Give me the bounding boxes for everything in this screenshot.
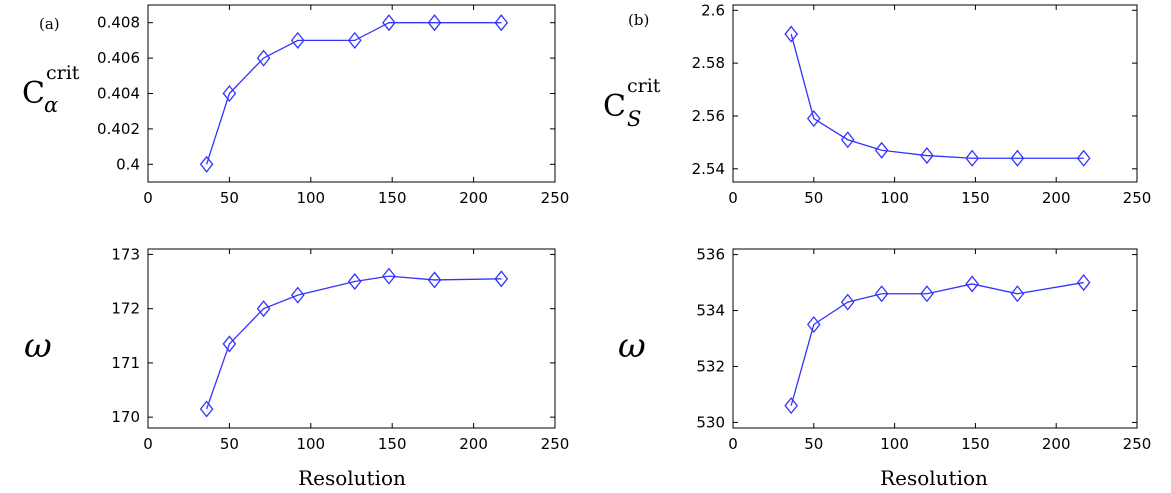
x-tick-label: 150 — [378, 435, 407, 453]
plot-frame — [147, 248, 556, 429]
x-tick-label: 100 — [296, 189, 325, 207]
panel-a-xlabel: Resolution — [298, 466, 406, 490]
y-tick-label: 536 — [696, 246, 725, 264]
y-tick-label: 2.56 — [692, 107, 725, 125]
x-tick-label: 100 — [296, 435, 325, 453]
y-tick-label: 0.408 — [97, 14, 140, 32]
data-point-marker — [199, 155, 214, 173]
x-tick-label: 150 — [961, 189, 990, 207]
ylabel-superscript: crit — [46, 62, 80, 84]
x-tick-label: 0 — [728, 189, 738, 207]
data-point-marker — [965, 275, 980, 293]
y-tick-label: 2.6 — [701, 1, 725, 19]
data-point-marker — [784, 397, 799, 415]
ylabel-base: C — [603, 89, 626, 124]
panel-a-top-chart: 0 50 100 150 200 250 0.4 0.402 0.404 0.406 0.408 — [97, 4, 570, 207]
ylabel-base: C — [22, 76, 45, 111]
x-tick-label: 250 — [1123, 435, 1152, 453]
panel-b-bottom-chart: 0 50 100 150 200 250 530 532 534 536 — [696, 246, 1151, 453]
data-point-marker — [494, 270, 509, 288]
data-point-marker — [840, 131, 855, 149]
data-point-marker — [784, 25, 799, 43]
data-point-marker — [290, 31, 305, 49]
data-point-marker — [222, 335, 237, 353]
series-line — [205, 275, 502, 410]
x-tick-label: 200 — [1042, 435, 1071, 453]
y-tick-label: 2.58 — [692, 54, 725, 72]
y-tick-label: 0.404 — [97, 85, 140, 103]
data-point-marker — [199, 400, 214, 418]
x-tick-label: 200 — [459, 189, 488, 207]
series-line — [790, 281, 1084, 406]
data-point-marker — [806, 315, 821, 334]
data-point-marker — [347, 273, 362, 291]
panel-b-bottom-ylabel: ω — [618, 326, 646, 366]
panel-a-bottom-chart: 0 50 100 150 200 250 170 171 172 173 — [111, 245, 569, 453]
data-point-marker — [427, 14, 442, 32]
x-tick-label: 50 — [220, 435, 239, 453]
series-line — [205, 22, 502, 165]
x-tick-label: 150 — [378, 189, 407, 207]
data-point-marker — [222, 84, 237, 103]
panel-a-bottom-ylabel: ω — [24, 326, 52, 366]
x-tick-label: 100 — [880, 189, 909, 207]
x-tick-label: 0 — [728, 435, 738, 453]
data-point-marker — [874, 141, 889, 159]
plot-frame — [732, 248, 1138, 429]
x-tick-label: 200 — [459, 435, 488, 453]
y-tick-label: 2.54 — [692, 160, 725, 178]
ylabel-subscript: α — [44, 93, 58, 117]
data-point-marker — [494, 14, 509, 32]
x-tick-label: 250 — [1123, 189, 1152, 207]
data-point-marker — [256, 300, 271, 318]
x-tick-label: 200 — [1042, 189, 1071, 207]
plot-frame — [732, 4, 1138, 183]
data-point-marker — [920, 147, 934, 165]
x-tick-label: 250 — [541, 189, 570, 207]
x-tick-label: 100 — [880, 435, 909, 453]
y-tick-label: 534 — [696, 302, 725, 320]
data-point-marker — [840, 293, 855, 311]
y-tick-label: 532 — [696, 357, 725, 375]
data-point-marker — [1010, 285, 1025, 303]
data-point-marker — [1076, 149, 1091, 167]
ylabel-subscript: S — [627, 107, 641, 131]
data-point-marker — [1010, 149, 1025, 167]
y-tick-label: 0.402 — [97, 120, 140, 138]
x-tick-label: 150 — [961, 435, 990, 453]
y-tick-label: 172 — [111, 300, 140, 318]
y-tick-label: 530 — [696, 413, 725, 431]
data-point-marker — [920, 285, 934, 303]
panel-b-top-ylabel: C crit S — [603, 75, 661, 131]
panel-b-label: (b) — [628, 11, 649, 29]
x-tick-label: 0 — [143, 435, 153, 453]
x-tick-label: 50 — [804, 189, 823, 207]
ylabel-superscript: crit — [627, 75, 661, 97]
x-tick-label: 250 — [541, 435, 570, 453]
y-tick-label: 171 — [111, 354, 140, 372]
x-tick-label: 0 — [143, 189, 153, 207]
y-tick-label: 0.406 — [97, 49, 140, 67]
series-line — [790, 33, 1084, 159]
data-point-marker — [256, 49, 271, 67]
data-point-marker — [806, 110, 821, 128]
data-point-marker — [290, 286, 305, 304]
y-tick-label: 0.4 — [116, 155, 140, 173]
x-tick-label: 50 — [804, 435, 823, 453]
data-point-marker — [347, 31, 362, 49]
panel-a-top-ylabel: C crit α — [22, 62, 80, 117]
panel-b-xlabel: Resolution — [880, 466, 988, 490]
data-point-marker — [1076, 274, 1091, 292]
data-point-marker — [874, 285, 889, 303]
data-point-marker — [382, 267, 396, 285]
panel-a-label: (a) — [39, 15, 60, 33]
y-tick-label: 170 — [111, 408, 140, 426]
data-point-marker — [965, 149, 980, 167]
data-point-marker — [382, 14, 396, 32]
panel-b-top-chart: 0 50 100 150 200 250 2.54 2.56 2.58 2.6 — [692, 1, 1152, 207]
data-point-marker — [427, 271, 442, 289]
y-tick-label: 173 — [111, 245, 140, 263]
x-tick-label: 50 — [220, 189, 239, 207]
